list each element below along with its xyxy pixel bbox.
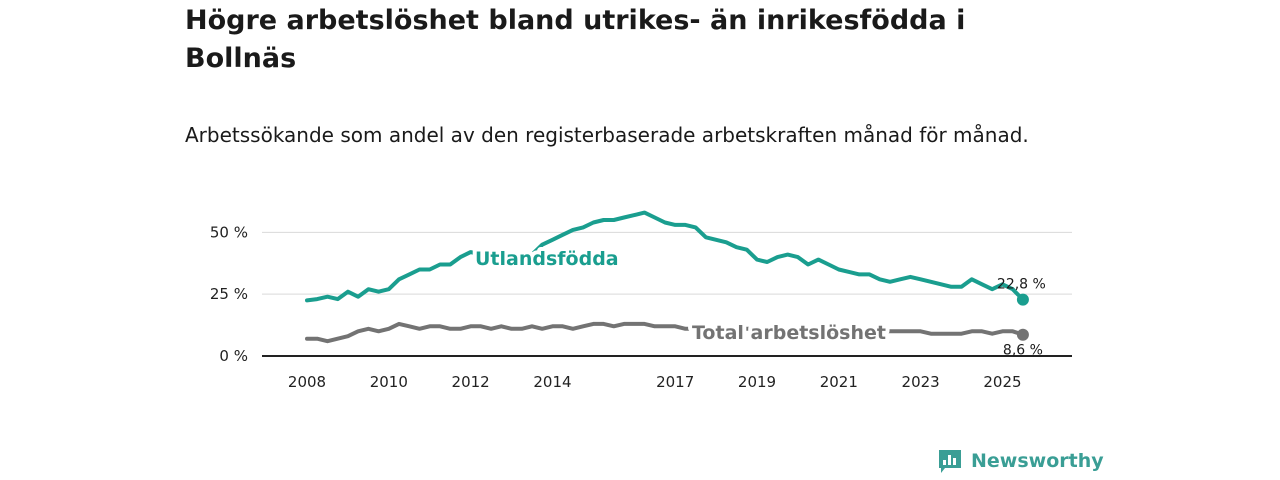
series-line-total	[305, 321, 1025, 344]
line-chart: 0 % 25 % 50 % 2008 2010 2012 2014 2017 2019 2021…	[210, 210, 1072, 391]
y-tick-label: 50 %	[210, 223, 248, 241]
series-labels: 22,8 % 8,6 % Utlandsfödda Total arbetslöshe…	[471, 244, 1046, 359]
x-tick-label: 2021	[820, 373, 858, 391]
x-axis-ticks: 2008 2010 2012 2014 2017 2019 2021 2023 2025	[288, 373, 1022, 391]
end-value-label: 22,8 %	[997, 277, 1046, 293]
y-tick-label: 0 %	[219, 347, 248, 365]
newsworthy-logo-icon	[939, 450, 961, 473]
brand-name: Newsworthy	[971, 450, 1104, 472]
x-tick-label: 2014	[533, 373, 571, 391]
x-tick-label: 2012	[452, 373, 490, 391]
series-label-utlandsfodda: Utlandsfödda	[475, 248, 619, 270]
x-tick-label: 2008	[288, 373, 326, 391]
x-tick-label: 2023	[902, 373, 940, 391]
y-tick-label: 25 %	[210, 285, 248, 303]
newsworthy-brand: Newsworthy	[937, 448, 1104, 474]
x-tick-label: 2025	[983, 373, 1021, 391]
series-line-utlandsfodda	[305, 210, 1025, 303]
end-point-total	[1016, 328, 1029, 341]
y-axis-ticks: 0 % 25 % 50 %	[210, 223, 248, 365]
series-lines	[305, 210, 1029, 344]
series-label-total: Total arbetslöshet	[692, 322, 886, 344]
x-tick-label: 2017	[656, 373, 694, 391]
grid-lines	[262, 231, 1072, 357]
end-value-label: 8,6 %	[1003, 343, 1043, 359]
chart-subtitle: Arbetssökande som andel av den registerb…	[185, 123, 1029, 147]
x-tick-label: 2010	[370, 373, 408, 391]
x-tick-label: 2019	[738, 373, 776, 391]
chart-title: Högre arbetslöshet bland utrikes- än inr…	[185, 5, 966, 74]
end-point-utlandsfodda	[1016, 293, 1029, 306]
